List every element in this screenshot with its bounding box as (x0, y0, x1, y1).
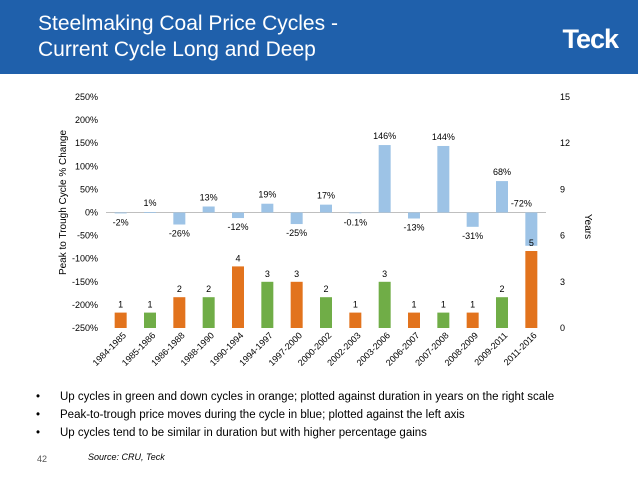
left-axis-tick-label: -200% (72, 300, 98, 310)
price-change-label: -26% (169, 229, 190, 239)
left-axis-tick-label: 150% (75, 138, 98, 148)
price-change-label: -13% (403, 223, 424, 233)
price-change-bar (437, 145, 450, 213)
price-change-label: 1% (143, 198, 156, 208)
bullet-list: Up cycles in green and down cycles in or… (36, 388, 554, 442)
price-change-bar (144, 212, 156, 213)
duration-bar (525, 251, 538, 328)
price-change-bar (173, 212, 186, 225)
price-change-bar (408, 212, 420, 219)
price-change-label: 13% (200, 192, 218, 202)
left-axis-title: Peak to Trough Cycle % Change (58, 130, 69, 276)
bullet-item: Up cycles tend to be similar in duration… (36, 424, 554, 442)
left-axis-tick-label: -150% (72, 277, 98, 287)
duration-bar (261, 281, 274, 328)
left-axis-tick-label: -50% (77, 231, 98, 241)
price-change-label: -72% (511, 199, 532, 209)
right-axis-tick-label: 0 (560, 323, 565, 333)
left-axis-tick-label: 0% (85, 208, 98, 218)
duration-bar (320, 297, 332, 328)
right-axis-tick-label: 15 (560, 92, 570, 102)
price-change-bar (525, 212, 538, 246)
source-note: Source: CRU, Teck (88, 452, 165, 462)
bullet-item: Peak-to-trough price moves during the cy… (36, 406, 554, 424)
duration-label: 4 (235, 253, 240, 263)
duration-label: 1 (118, 300, 123, 310)
right-axis-tick-label: 9 (560, 184, 565, 194)
duration-label: 1 (441, 300, 446, 310)
duration-bar (349, 312, 362, 328)
price-change-bar (466, 212, 479, 227)
teck-logo: Teck (562, 24, 619, 54)
price-change-bar (202, 206, 215, 213)
price-change-label: 144% (432, 132, 455, 142)
title-line-1: Steelmaking Coal Price Cycles - (38, 12, 338, 35)
price-change-bar (320, 204, 332, 213)
coal-price-cycles-chart: 250% 200% 150% 100% 50% 0% -50% -100% -150% -200%… (58, 92, 593, 368)
price-change-bar (261, 203, 274, 213)
price-change-bar (232, 212, 244, 219)
duration-label: 5 (529, 238, 534, 248)
duration-bar (173, 297, 186, 328)
right-axis-title: Years (582, 214, 593, 239)
price-change-bar (378, 145, 391, 213)
price-change-bar (349, 212, 362, 214)
price-change-label: 68% (493, 167, 511, 177)
slide-title: Steelmaking Coal Price Cycles - Current … (38, 11, 338, 63)
right-axis-tick-label: 12 (560, 138, 570, 148)
price-change-bar (496, 181, 508, 213)
duration-bar (232, 266, 244, 328)
price-change-bar (114, 212, 127, 214)
title-line-2: Current Cycle Long and Deep (38, 38, 316, 61)
duration-bar (114, 312, 127, 328)
price-change-label: -31% (462, 231, 483, 241)
left-axis-tick-label: 50% (80, 184, 98, 194)
price-change-label: 17% (317, 191, 335, 201)
duration-label: 3 (382, 269, 387, 279)
duration-bar (437, 312, 450, 328)
left-axis-tick-label: 250% (75, 92, 98, 102)
duration-bar (408, 312, 420, 328)
duration-label: 2 (177, 284, 182, 294)
duration-label: 2 (499, 284, 504, 294)
duration-label: 1 (353, 300, 358, 310)
duration-label: 3 (265, 269, 270, 279)
duration-label: 2 (323, 284, 328, 294)
duration-bar (496, 297, 508, 328)
price-change-bar (290, 212, 303, 225)
page-number: 42 (37, 454, 48, 464)
bullet-item: Up cycles in green and down cycles in or… (36, 388, 554, 406)
price-change-label: -0.1% (344, 217, 368, 227)
price-change-label: -2% (113, 217, 129, 227)
price-change-label: -12% (227, 222, 248, 232)
duration-bar (466, 312, 479, 328)
left-axis-tick-label: 200% (75, 115, 98, 125)
duration-label: 1 (147, 300, 152, 310)
duration-bar (378, 281, 391, 328)
right-axis-tick-label: 6 (560, 231, 565, 241)
right-axis-tick-label: 3 (560, 277, 565, 287)
left-axis-tick-label: -100% (72, 254, 98, 264)
duration-label: 1 (411, 300, 416, 310)
left-axis-tick-label: 100% (75, 161, 98, 171)
price-change-label: 19% (258, 190, 276, 200)
duration-bar (290, 281, 303, 328)
duration-label: 2 (206, 284, 211, 294)
duration-label: 1 (470, 300, 475, 310)
duration-bar (202, 297, 215, 328)
left-axis-tick-label: -250% (72, 323, 98, 333)
price-change-label: -25% (286, 228, 307, 238)
duration-bar (144, 312, 156, 328)
duration-label: 3 (294, 269, 299, 279)
price-change-label: 146% (373, 131, 396, 141)
slide-header: Steelmaking Coal Price Cycles - Current … (0, 0, 638, 74)
